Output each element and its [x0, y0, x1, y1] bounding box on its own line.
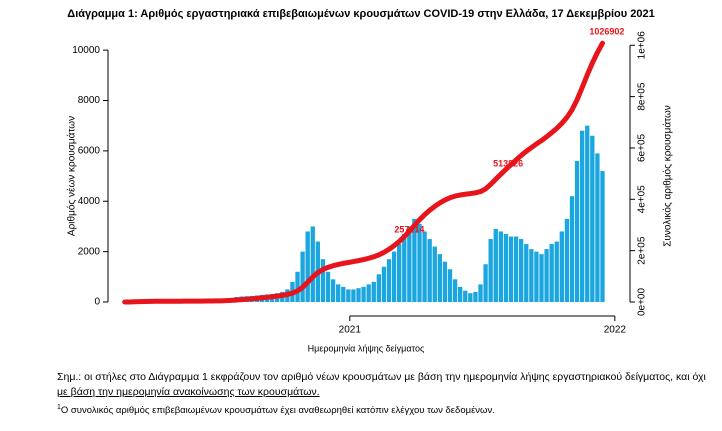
bar: [513, 236, 519, 302]
y2-tick-label: 1e+06: [637, 31, 648, 60]
footnote-text: Ο συνολικός αριθμός επιβεβαιωμένων κρουσ…: [60, 405, 495, 417]
y-tick-label: 4000: [78, 196, 101, 207]
chart: Διάγραμμα 1: Αριθμός εργαστηριακά επιβεβ…: [66, 8, 674, 353]
bar: [341, 286, 346, 302]
bar: [574, 160, 580, 302]
bar: [422, 231, 427, 302]
bar: [529, 249, 534, 302]
bar: [534, 251, 539, 302]
note-line: με βάση την ημερομηνία ανακοίνωσης των κ…: [57, 386, 320, 398]
cumulative-line: [122, 40, 605, 305]
bar: [544, 249, 549, 302]
bar: [402, 233, 407, 302]
footnote: 1Ο συνολικός αριθμός επιβεβαιωμένων κρου…: [57, 404, 495, 416]
y2-axis-label: Συνολικός αριθμός κρουσμάτων: [662, 105, 674, 247]
bar: [346, 289, 351, 302]
bar: [463, 290, 468, 302]
bar: [366, 284, 371, 302]
y-tick-label: 8000: [78, 95, 101, 106]
bar: [330, 279, 336, 302]
bar: [458, 286, 463, 302]
bar: [407, 226, 412, 302]
y-tick-label: 0: [94, 297, 100, 308]
bar: [310, 226, 315, 302]
y2-tick-label: 2e+05: [637, 236, 648, 265]
bar: [569, 196, 575, 302]
y2-tick-label: 6e+05: [637, 133, 648, 162]
y-tick-label: 10000: [72, 45, 100, 56]
bar: [336, 284, 341, 302]
bar: [432, 246, 437, 302]
y-tick-label: 6000: [78, 146, 101, 157]
bar: [427, 239, 432, 302]
x-tick-label: 2021: [339, 325, 362, 336]
bar: [524, 244, 529, 302]
x-tick-label: 2022: [604, 325, 627, 336]
y2-tick-label: 8e+05: [637, 82, 648, 111]
bar: [590, 135, 595, 302]
bar: [493, 228, 498, 302]
chart-title: Διάγραμμα 1: Αριθμός εργαστηριακά επιβεβ…: [67, 8, 654, 20]
bar: [519, 239, 524, 302]
bar: [559, 231, 564, 302]
bar: [300, 251, 305, 302]
bar: [417, 223, 422, 302]
note-line: Σημ.: οι στήλες στο Διάγραμμα 1 εκφράζου…: [57, 371, 706, 383]
bar: [351, 289, 356, 302]
bar: [376, 274, 382, 302]
bar: [554, 241, 559, 302]
bar: [503, 233, 509, 302]
annotation: 513826: [493, 158, 523, 168]
bar: [488, 239, 493, 302]
bar: [585, 125, 590, 302]
bar: [305, 231, 310, 302]
bar: [295, 271, 300, 302]
bar: [356, 288, 361, 302]
bar: [437, 254, 442, 302]
bar: [452, 279, 458, 302]
bar: [595, 153, 600, 302]
bar: [473, 291, 478, 302]
bar: [391, 251, 397, 302]
bar: [564, 218, 570, 302]
bar: [549, 244, 554, 302]
bar: [381, 266, 387, 302]
bar: [483, 264, 488, 302]
y2-tick-label: 4e+05: [637, 185, 648, 214]
bar: [498, 231, 503, 302]
footnote-mark: 1: [57, 404, 61, 411]
x-axis-label: Ημερομηνία λήψης δείγματος: [308, 343, 425, 353]
bar: [371, 281, 376, 302]
bar: [412, 218, 417, 302]
bar: [442, 261, 448, 302]
bar: [361, 286, 366, 302]
bar: [386, 259, 392, 302]
bar: [478, 284, 483, 302]
bar: [320, 259, 326, 302]
bar: [508, 236, 514, 302]
annotation: 257214: [394, 224, 424, 234]
bar: [468, 293, 473, 302]
bar: [600, 171, 605, 302]
bar: [447, 269, 453, 302]
y2-tick-label: 0e+00: [637, 288, 648, 317]
annotation: 1026902: [589, 27, 624, 37]
bar: [579, 130, 585, 302]
bar: [325, 271, 331, 302]
bar: [539, 254, 544, 302]
y-axis-label: Αριθμός νέων κρουσμάτων: [66, 116, 78, 236]
bar: [397, 244, 402, 302]
y-tick-label: 2000: [78, 246, 101, 257]
